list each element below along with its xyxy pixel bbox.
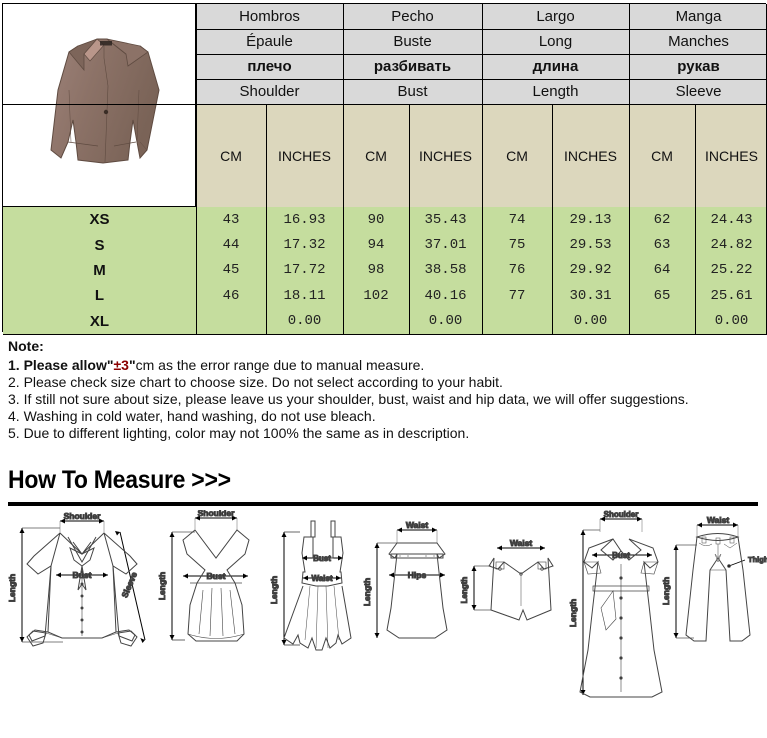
svg-text:Waist: Waist — [510, 538, 533, 548]
svg-text:Bust: Bust — [207, 571, 226, 581]
svg-text:Thigh: Thigh — [748, 555, 767, 564]
svg-text:Hips: Hips — [408, 570, 427, 580]
svg-text:Shoulder: Shoulder — [604, 510, 639, 519]
svg-text:Sleeve: Sleeve — [119, 570, 139, 599]
svg-text:Shoulder: Shoulder — [198, 510, 236, 518]
svg-text:Length: Length — [362, 578, 372, 606]
svg-text:Length: Length — [157, 572, 167, 600]
svg-text:Waist: Waist — [311, 574, 332, 583]
svg-text:Length: Length — [269, 576, 279, 604]
svg-text:Length: Length — [7, 574, 17, 602]
svg-text:Length: Length — [568, 599, 578, 627]
svg-text:Shoulder: Shoulder — [64, 511, 102, 521]
svg-text:Length: Length — [460, 577, 469, 604]
svg-text:Waist: Waist — [406, 520, 429, 530]
svg-text:Length: Length — [661, 577, 671, 605]
svg-text:Waist: Waist — [707, 515, 730, 525]
